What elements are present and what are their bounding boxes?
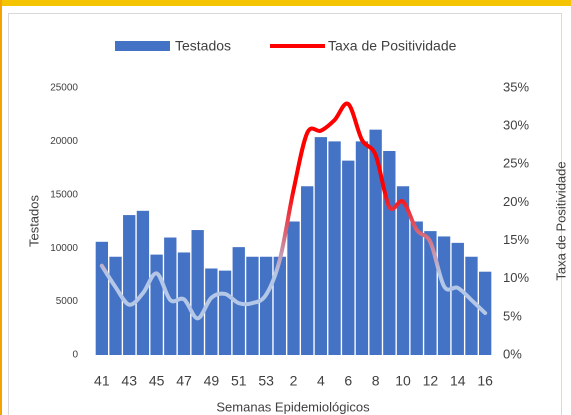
left-strip <box>0 0 2 415</box>
bar <box>273 256 286 355</box>
y2-tick-label: 35% <box>503 79 529 94</box>
x-tick-label: 45 <box>149 373 165 389</box>
chart-border <box>8 13 562 415</box>
bar <box>259 256 273 355</box>
bar <box>369 129 382 355</box>
bar <box>218 270 232 355</box>
top-strip <box>0 0 571 6</box>
bar <box>451 242 464 355</box>
y2-tick-label: 25% <box>503 156 529 171</box>
bar <box>205 268 218 355</box>
legend-label: Taxa de Positividade <box>328 38 457 54</box>
y-tick-label: 0 <box>72 350 78 361</box>
y2-tick-label: 5% <box>503 308 522 323</box>
bar <box>410 221 423 355</box>
x-tick-label: 12 <box>423 373 439 389</box>
bar <box>95 241 109 355</box>
x-tick-label: 16 <box>477 373 493 389</box>
bar <box>355 141 369 355</box>
y-tick-label: 15000 <box>50 189 78 200</box>
x-tick-label: 53 <box>258 373 274 389</box>
y2-axis-title: Taxa de Positividade <box>553 161 568 280</box>
bar <box>287 221 300 355</box>
x-tick-label: 2 <box>290 373 298 389</box>
bar <box>150 254 163 355</box>
x-tick-label: 4 <box>317 373 325 389</box>
legend-label: Testados <box>175 38 231 54</box>
positivity-line <box>99 101 488 321</box>
y-tick-label: 5000 <box>56 296 79 307</box>
bar <box>123 215 136 355</box>
bar <box>301 186 314 355</box>
x-tick-label: 49 <box>204 373 220 389</box>
bar <box>136 210 150 355</box>
y2-tick-label: 30% <box>503 118 529 133</box>
x-tick-label: 8 <box>372 373 380 389</box>
legend-swatch <box>115 41 170 51</box>
x-tick-label: 41 <box>94 373 110 389</box>
y2-tick-label: 10% <box>503 270 529 285</box>
y-axis-title: Testados <box>26 194 41 247</box>
bar <box>424 231 437 355</box>
y-tick-label: 20000 <box>50 136 78 147</box>
bar <box>328 141 341 355</box>
y-tick-label: 25000 <box>50 83 78 94</box>
x-tick-label: 51 <box>231 373 247 389</box>
x-tick-label: 10 <box>395 373 411 389</box>
bar <box>191 230 204 355</box>
x-tick-label: 43 <box>121 373 137 389</box>
y2-tick-label: 0% <box>503 346 522 361</box>
y-tick-label: 10000 <box>50 243 78 254</box>
y2-tick-label: 15% <box>503 232 529 247</box>
y2-tick-label: 20% <box>503 194 529 209</box>
bar <box>342 160 355 355</box>
x-tick-label: 47 <box>176 373 192 389</box>
x-tick-label: 14 <box>450 373 466 389</box>
bar <box>164 237 177 355</box>
bar <box>314 137 328 355</box>
bar <box>383 151 396 355</box>
bar <box>437 236 451 355</box>
bar <box>109 256 122 355</box>
bar <box>396 186 410 355</box>
bar <box>246 256 259 355</box>
bar <box>465 256 478 355</box>
x-axis-title: Semanas Epidemiológicos <box>216 399 370 414</box>
bar <box>177 252 191 355</box>
x-tick-label: 6 <box>344 373 352 389</box>
